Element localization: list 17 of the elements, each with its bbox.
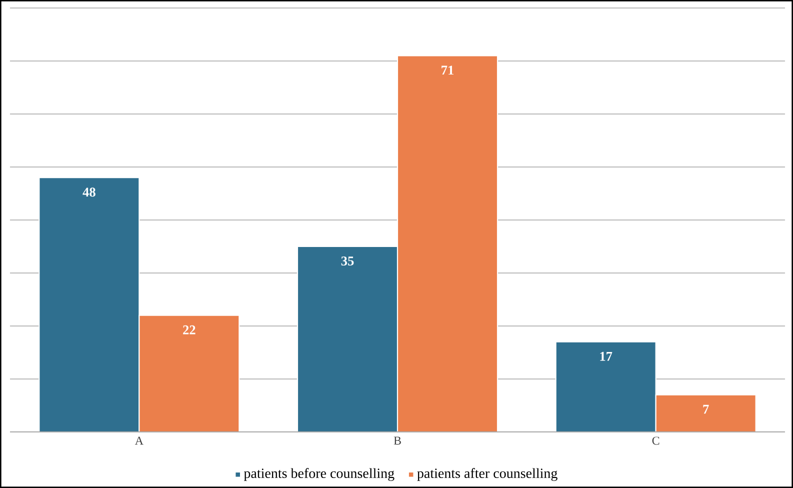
data-label: 48 bbox=[82, 188, 96, 197]
bar bbox=[555, 341, 656, 432]
bar bbox=[138, 314, 240, 432]
bar bbox=[655, 394, 756, 432]
data-label: 7 bbox=[703, 404, 709, 414]
legend-label: patients before counselling bbox=[244, 468, 394, 481]
bar bbox=[398, 56, 498, 432]
data-label: 22 bbox=[183, 325, 196, 334]
bar bbox=[38, 177, 140, 432]
x-tick-label: B bbox=[394, 436, 401, 445]
x-tick-label: C bbox=[652, 436, 660, 445]
data-label: 71 bbox=[442, 66, 454, 75]
bar bbox=[298, 246, 398, 432]
x-tick-label: A bbox=[134, 436, 144, 445]
legend-label: patients after counselling bbox=[417, 468, 558, 481]
data-label: 17 bbox=[600, 352, 612, 361]
data-label: 35 bbox=[341, 256, 354, 266]
